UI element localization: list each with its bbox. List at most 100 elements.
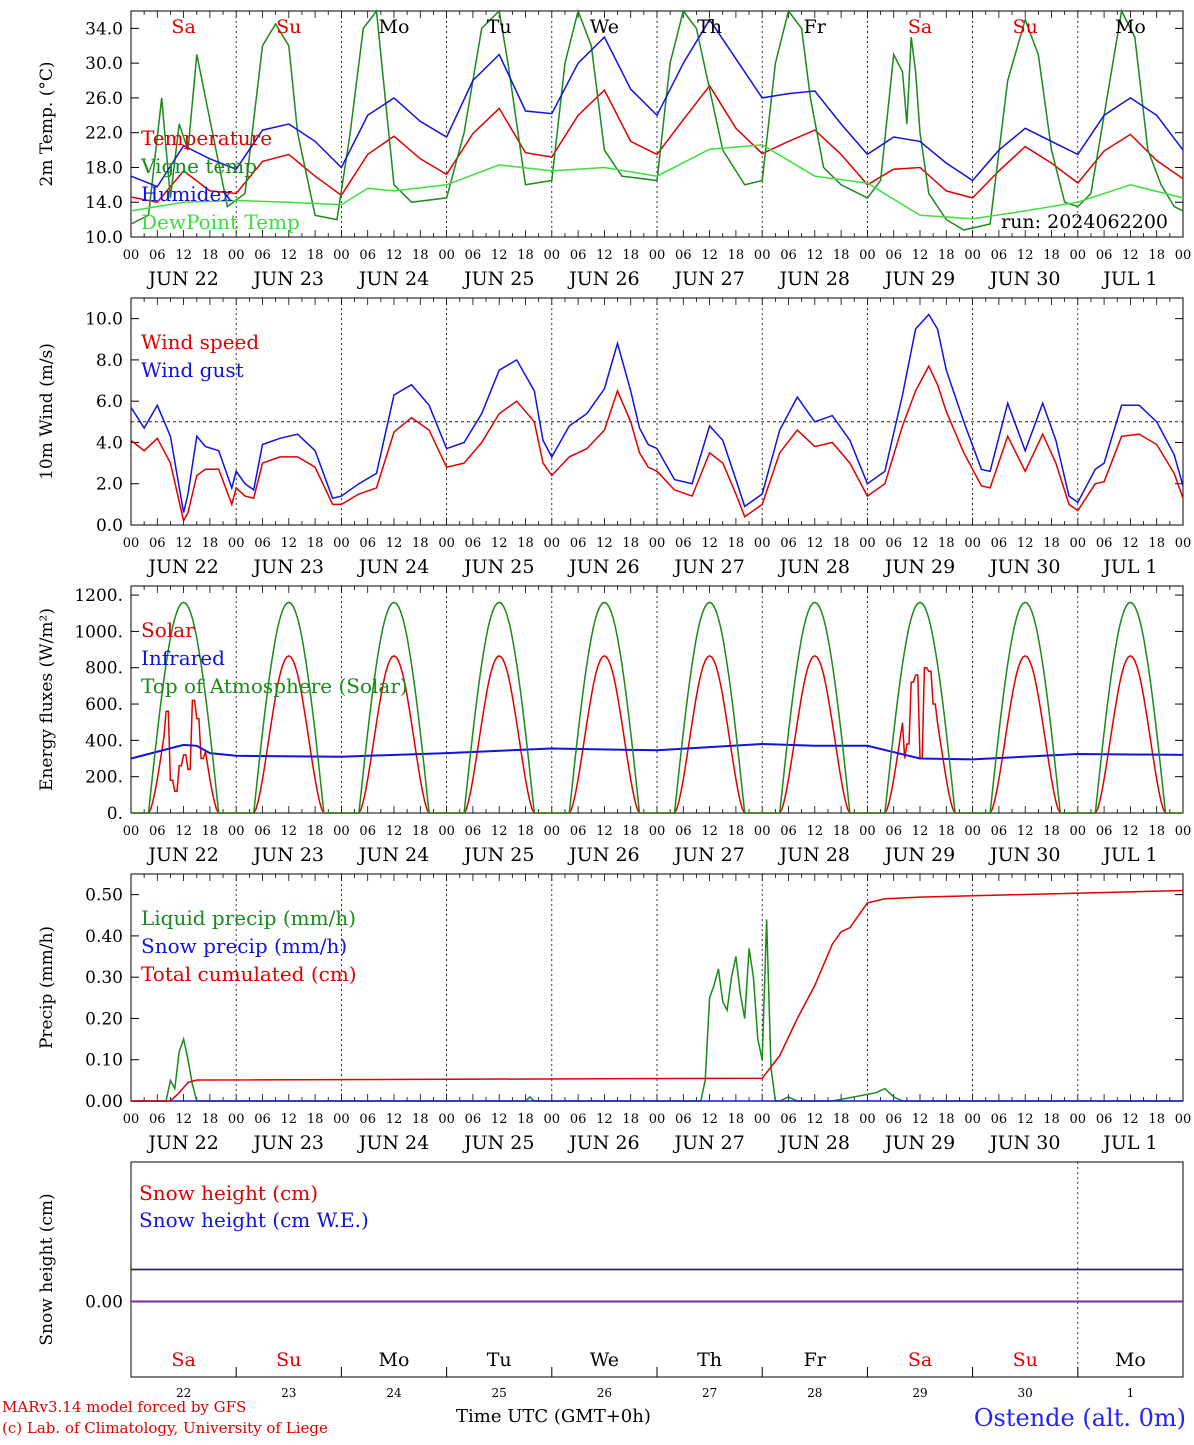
y-tick-label: 0.0 [96,516,123,536]
credit-line-2: (c) Lab. of Climatology, University of L… [2,1419,328,1437]
hour-tick-label: 00 [754,248,771,263]
hour-tick-label: 06 [675,824,692,839]
hour-tick-label: 00 [859,536,876,551]
hour-tick-label: 06 [991,1112,1008,1127]
panel-1 [130,8,1184,238]
hour-tick-label: 00 [1175,536,1192,551]
hour-tick-label: 12 [596,1112,613,1127]
y-tick-label: 0.40 [85,927,123,947]
hour-tick-label: 06 [1096,536,1113,551]
day-label: JUN 26 [567,268,639,290]
hour-tick-label: 12 [1017,824,1034,839]
weekday-label-top: Sa [908,16,932,38]
hour-tick-label: 18 [307,536,324,551]
weekday-label-top: Mo [379,16,410,38]
hour-tick-label: 06 [991,536,1008,551]
hour-tick-label: 12 [912,1112,929,1127]
hour-tick-label: 00 [333,824,350,839]
series-line-2-1 [130,364,1184,524]
y-tick-label: 200. [85,768,123,788]
y-tick-label: 0.20 [85,1009,123,1029]
hour-tick-label: 18 [833,536,850,551]
hour-tick-label: 00 [544,536,561,551]
hour-tick-label: 06 [570,824,587,839]
hour-tick-label: 18 [202,824,219,839]
day-label: JUN 27 [672,1132,744,1154]
hour-tick-label: 06 [1096,824,1113,839]
y-tick-label: 10.0 [85,228,123,248]
hour-tick-label: 00 [859,824,876,839]
hour-tick-label: 12 [386,1112,403,1127]
day-number-label: 30 [1018,1386,1033,1400]
weekday-label-top: Mo [1115,16,1146,38]
hour-tick-label: 06 [359,248,376,263]
hour-tick-label: 12 [386,824,403,839]
day-number-label: 26 [597,1386,612,1400]
hour-tick-label: 00 [649,536,666,551]
weekday-label-bottom: We [590,1349,619,1371]
hour-tick-label: 00 [228,248,245,263]
legend-entry: Snow precip (mm/h) [141,934,347,958]
day-label: JUN 25 [462,1132,534,1154]
hour-tick-label: 06 [885,824,902,839]
hour-tick-label: 12 [491,248,508,263]
hour-tick-label: 12 [175,824,192,839]
hour-tick-label: 18 [622,536,639,551]
hour-tick-label: 12 [596,824,613,839]
hour-tick-label: 12 [281,536,298,551]
hour-tick-label: 00 [964,824,981,839]
weekday-label-bottom: Su [1013,1349,1038,1371]
panel-4 [130,873,1184,1102]
xaxis-title: Time UTC (GMT+0h) [456,1406,651,1427]
day-label: JUN 23 [252,1132,324,1154]
hour-tick-label: 00 [438,1112,455,1127]
hour-tick-label: 12 [1122,1112,1139,1127]
hour-tick-label: 00 [1175,824,1192,839]
weekday-label-bottom: Su [276,1349,301,1371]
y-tick-label: 0.30 [85,968,123,988]
panel-3 [130,585,1184,814]
y-tick-label: 1200. [74,586,123,606]
hour-tick-label: 18 [517,248,534,263]
hour-tick-label: 00 [754,824,771,839]
y-tick-label: 30.0 [85,54,123,74]
panel-5 [130,1161,1184,1378]
y-tick-label: 2.0 [96,475,123,495]
hour-tick-label: 06 [570,536,587,551]
weekday-label-bottom: Tu [487,1349,512,1371]
hour-tick-label: 12 [701,536,718,551]
hour-tick-label: 00 [438,536,455,551]
day-label: JUN 22 [146,556,218,578]
hour-tick-label: 06 [1096,248,1113,263]
day-number-label: 27 [702,1386,717,1400]
hour-tick-label: 12 [1122,248,1139,263]
hour-tick-label: 06 [675,248,692,263]
hour-tick-label: 12 [386,248,403,263]
day-label: JUN 27 [672,268,744,290]
hour-tick-label: 00 [649,248,666,263]
series-group [130,8,1184,231]
legend-entry: Snow height (cm W.E.) [139,1208,369,1232]
series-group [130,313,1184,524]
station-name: Ostende (alt. 0m) [973,1404,1186,1432]
legend-entry: Humidex [141,182,233,206]
day-label: JUN 24 [357,844,429,866]
weekday-label-bottom: Fr [804,1349,827,1371]
hour-tick-label: 06 [885,536,902,551]
legend-entry: Wind gust [141,358,244,382]
weekday-label-bottom: Sa [171,1349,195,1371]
hour-tick-label: 06 [149,824,166,839]
hour-tick-label: 00 [333,248,350,263]
hour-tick-label: 00 [333,1112,350,1127]
hour-tick-label: 12 [912,248,929,263]
weekday-label-bottom: Mo [379,1349,410,1371]
day-label: JUN 27 [672,556,744,578]
hour-tick-label: 18 [517,1112,534,1127]
weekday-label-top: Sa [171,16,195,38]
hour-tick-label: 18 [622,824,639,839]
hour-tick-label: 00 [964,536,981,551]
day-label: JUN 22 [146,1132,218,1154]
y-tick-label: 800. [85,659,123,679]
hour-tick-label: 06 [359,1112,376,1127]
hour-tick-label: 12 [491,824,508,839]
